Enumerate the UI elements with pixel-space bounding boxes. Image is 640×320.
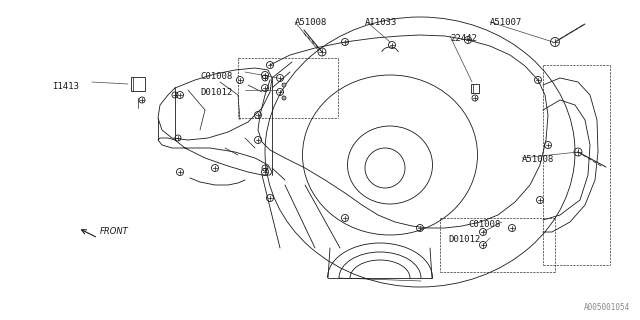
- Text: A51008: A51008: [522, 155, 554, 164]
- Text: A51007: A51007: [490, 18, 522, 27]
- Text: FRONT: FRONT: [100, 228, 129, 236]
- Text: I1413: I1413: [52, 82, 79, 91]
- Text: 22442: 22442: [450, 34, 477, 43]
- Text: D01012: D01012: [200, 88, 232, 97]
- Text: C01008: C01008: [200, 72, 232, 81]
- Circle shape: [282, 96, 286, 100]
- Text: A005001054: A005001054: [584, 303, 630, 312]
- Circle shape: [282, 83, 286, 87]
- Text: C01008: C01008: [468, 220, 500, 229]
- Text: D01012: D01012: [448, 235, 480, 244]
- Text: AI1033: AI1033: [365, 18, 397, 27]
- Bar: [471, 84, 479, 92]
- Text: A51008: A51008: [295, 18, 327, 27]
- Bar: [131, 77, 145, 91]
